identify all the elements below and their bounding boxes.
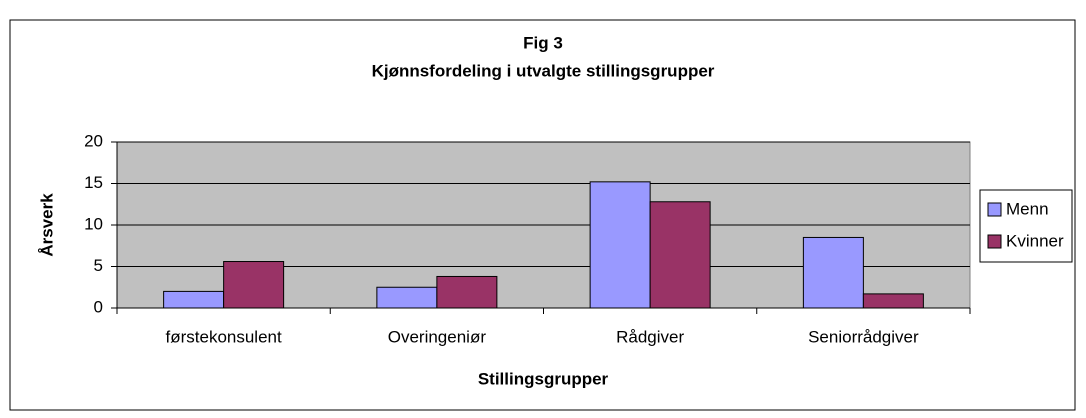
y-tick-label: 10 [84, 214, 103, 233]
y-tick-label: 5 [94, 256, 103, 275]
legend-box [979, 189, 1073, 263]
legend-label: Menn [1006, 199, 1049, 218]
x-tick-label: Seniorrådgiver [808, 327, 919, 346]
bar [649, 201, 711, 309]
y-tick-label: 0 [94, 297, 103, 316]
x-axis-label: Stillingsgrupper [478, 369, 609, 388]
legend-swatch [987, 202, 1002, 217]
chart-subtitle: Kjønnsfordeling i utvalgte stillingsgrup… [372, 61, 715, 80]
x-tick-label: førstekonsulent [166, 327, 282, 346]
legend-label: Kvinner [1006, 231, 1064, 250]
x-tick-label: Overingeniør [388, 327, 487, 346]
chart-title: Fig 3 [523, 33, 563, 52]
bar [436, 275, 498, 309]
legend-swatch [987, 234, 1002, 249]
bar [223, 261, 285, 309]
bar [802, 236, 864, 309]
bar [163, 290, 225, 309]
bar [589, 181, 651, 309]
x-tick-label: Rådgiver [616, 327, 684, 346]
y-tick-label: 20 [84, 131, 103, 150]
y-axis-label: Årsverk [37, 193, 56, 257]
bar [862, 293, 924, 309]
y-tick-label: 15 [84, 173, 103, 192]
bar [376, 286, 438, 309]
